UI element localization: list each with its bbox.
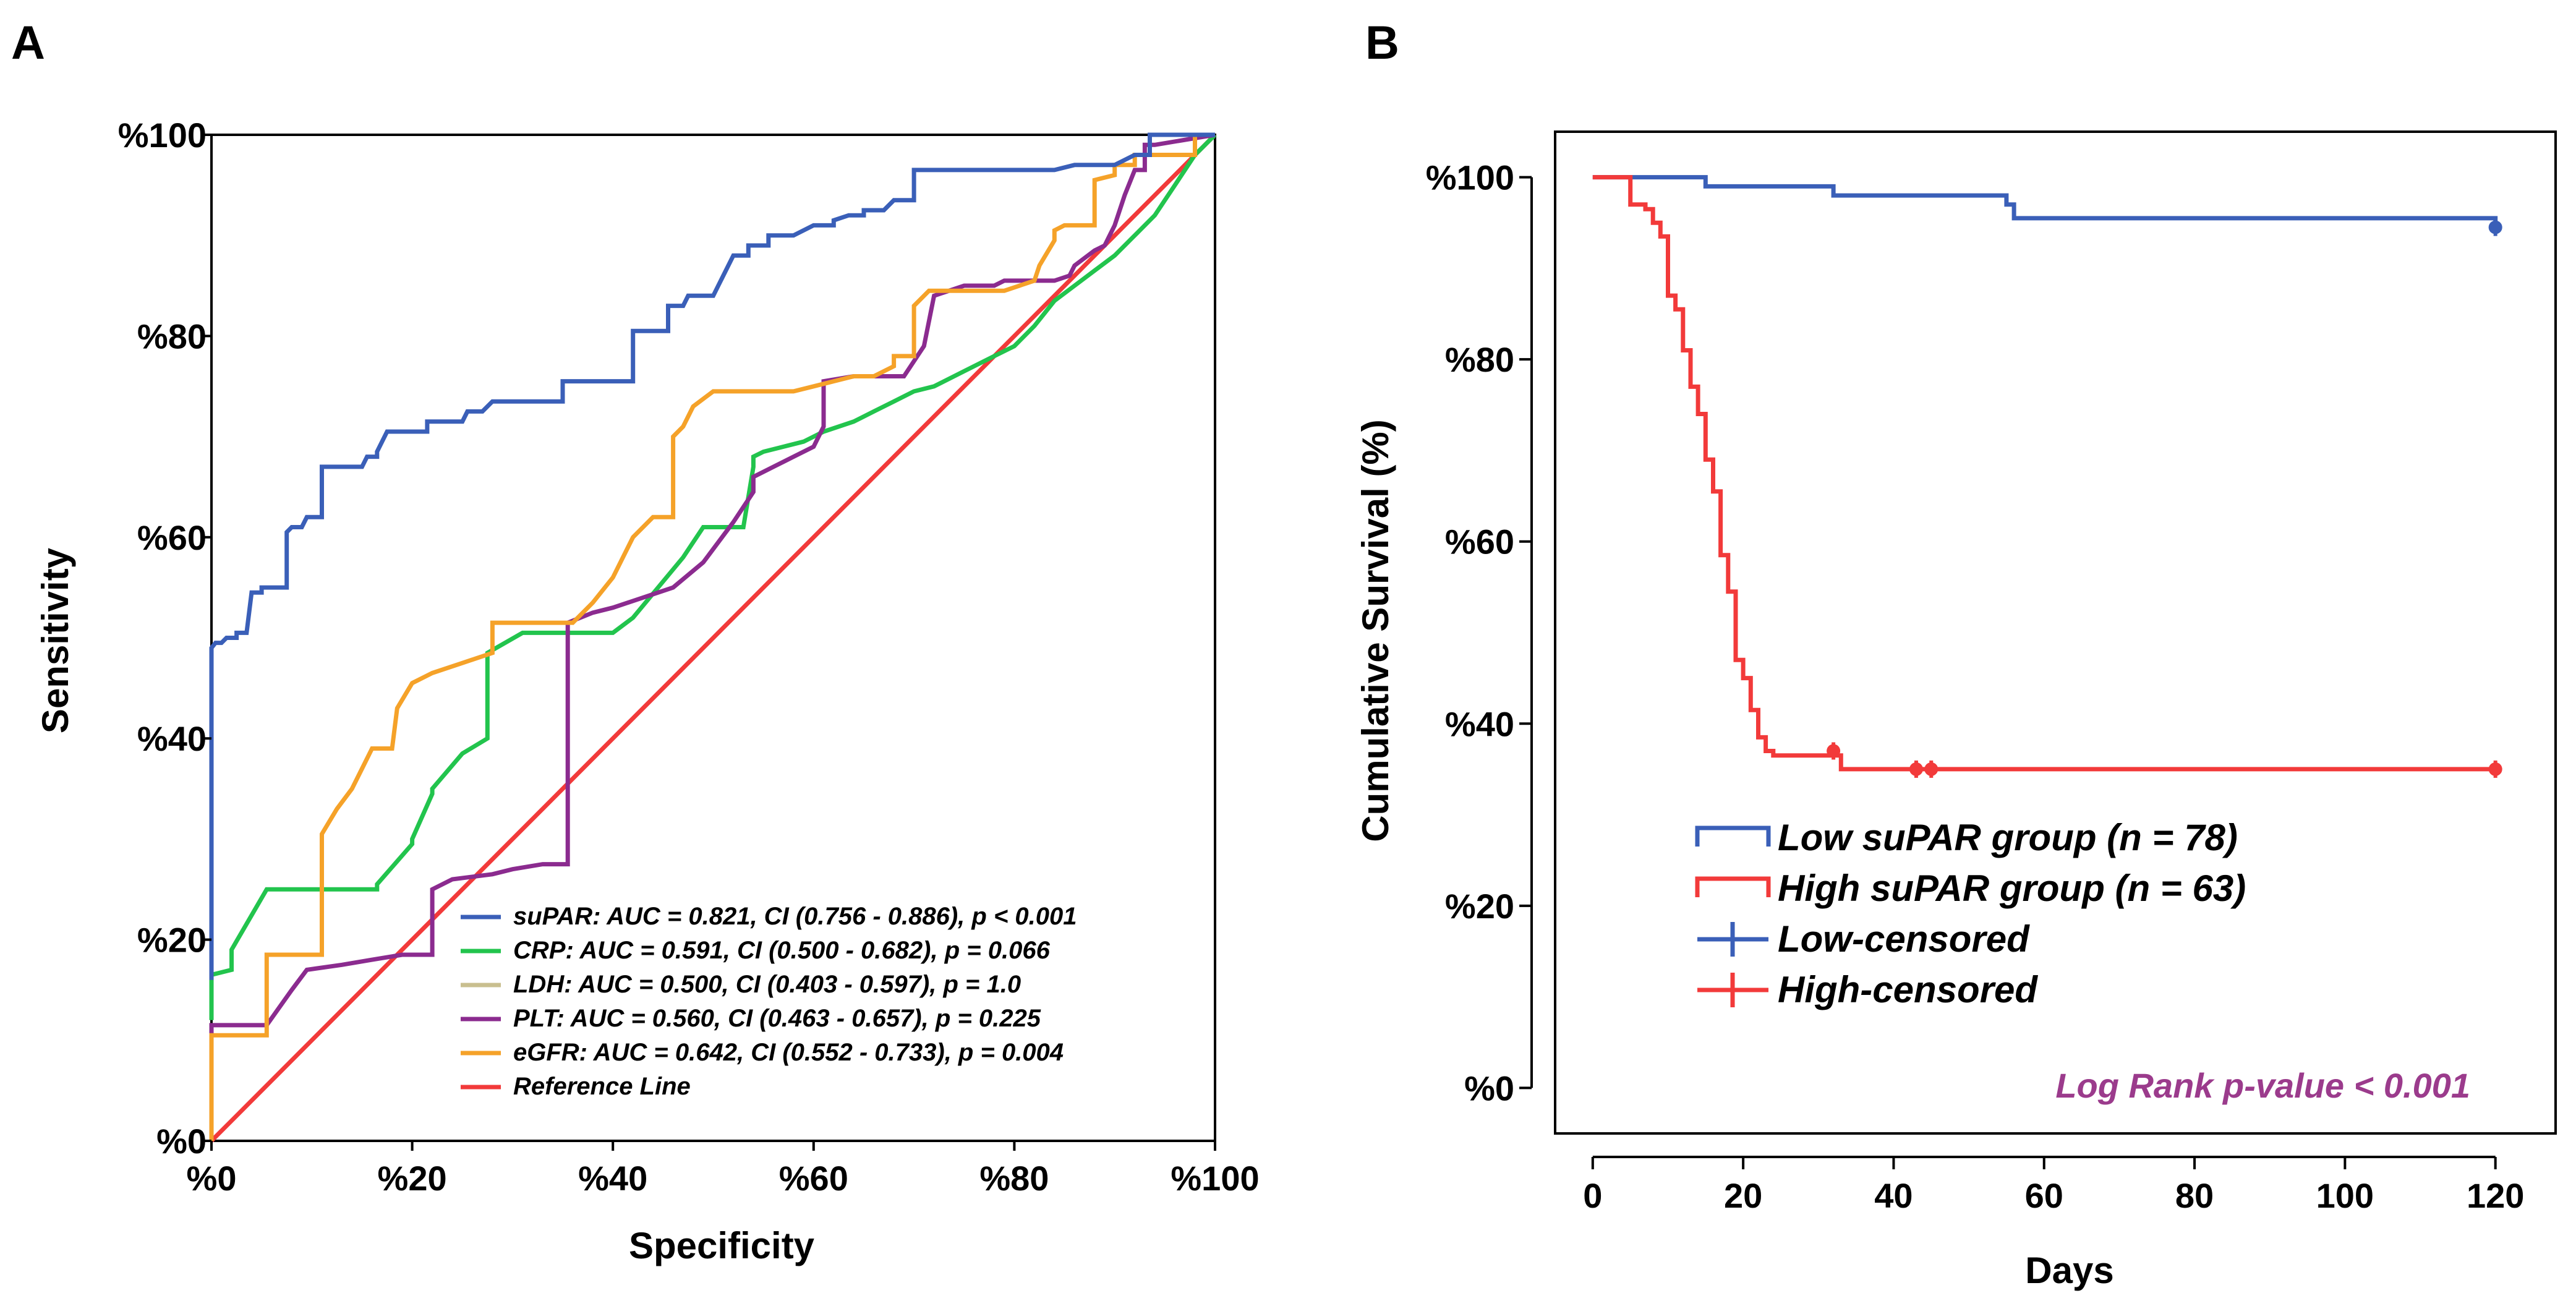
roc-series-group [209,132,1217,1143]
survival-x-tick-label: 20 [1724,1176,1762,1215]
survival-y-tick-label: %0 [1464,1069,1514,1107]
roc-y-tick-label: %0 [156,1122,207,1161]
roc-x-tick-label: %80 [979,1159,1049,1198]
survival-x-tick-label: 100 [2316,1176,2374,1215]
censor-dot [1827,744,1841,758]
legend-label-reference-line: Reference Line [513,1073,691,1100]
survival-legend: Low suPAR group (n = 78) High suPAR group… [1695,817,2246,1010]
survival-y-axis-title: Cumulative Survival (%) [1355,419,1396,842]
legend-label-ldh: LDH: AUC = 0.500, CI (0.403 - 0.597), p … [513,971,1021,998]
legend-label-crp: CRP: AUC = 0.591, CI (0.500 - 0.682), p … [513,937,1051,964]
survival-plot-area [1554,130,2557,1135]
roc-y-tick-label: %100 [118,116,207,155]
panel-label-b: B [1365,17,1399,69]
legend-label-low-censored: Low-censored [1778,918,2030,960]
censor-dot [2488,762,2502,776]
roc-line-reference-line [210,133,1217,1143]
roc-ticks: %0 %20 %40 %60 %80 %100 %0 %20 %40 %60 %80 %100 [118,116,1260,1198]
survival-chart: B 0 20 40 60 80 100 120 %0 %20 %40 %60 %80 %100 Days… [1355,17,2557,1291]
survival-curve-high-supar-group-n-63 [1592,175,2496,772]
legend-label-egfr: eGFR: AUC = 0.642, CI (0.552 - 0.733), p… [513,1039,1064,1066]
roc-line-plt [209,132,1216,1091]
roc-y-tick-label: %20 [137,921,207,960]
roc-y-tick-label: %40 [137,719,207,758]
survival-plot-frame [1554,130,2557,1135]
roc-line-egfr [209,132,1215,1141]
roc-y-axis-title: Sensitivity [35,547,76,733]
censor-dot [2488,220,2502,234]
survival-y-tick-label: %80 [1445,340,1514,379]
survival-x-tick-label: 40 [1874,1176,1913,1215]
roc-chart: A %0 %20 %40 %60 %80 %100 %0 %20 %40 %60 %80 %100 S… [11,17,1260,1266]
roc-x-axis-title: Specificity [629,1225,815,1266]
roc-y-tick-label: %80 [137,317,207,356]
roc-x-tick-label: %0 [187,1159,237,1198]
roc-y-tick-label: %60 [137,518,207,557]
roc-x-tick-label: %60 [779,1159,848,1198]
censor-dot [1924,762,1938,776]
censor-dot [1909,762,1923,776]
roc-x-tick-label: %100 [1171,1159,1259,1198]
survival-series-group [1592,175,2502,778]
survival-y-tick-label: %40 [1445,704,1514,743]
survival-y-tick-label: %20 [1445,887,1514,926]
roc-x-tick-label: %20 [378,1159,447,1198]
legend-label-high-supar-group-n-63: High suPAR group (n = 63) [1778,868,2246,909]
legend-label-supar: suPAR: AUC = 0.821, CI (0.756 - 0.886), … [513,903,1077,930]
survival-y-tick-label: %100 [1426,158,1514,197]
survival-ticks: 0 20 40 60 80 100 120 %0 %20 %40 %60 %80 %100 [1426,158,2525,1215]
legend-swatch-high-supar-group-n-63 [1695,876,1771,897]
legend-label-plt: PLT: AUC = 0.560, CI (0.463 - 0.657), p … [513,1005,1041,1032]
legend-label-high-censored: High-censored [1778,969,2038,1010]
log-rank-annotation: Log Rank p-value < 0.001 [2055,1066,2470,1105]
survival-curve-low-supar-group-n-78 [1592,175,2498,223]
survival-y-tick-label: %60 [1445,523,1514,561]
survival-x-tick-label: 60 [2025,1176,2063,1215]
legend-label-low-supar-group-n-78: Low suPAR group (n = 78) [1778,817,2238,858]
survival-x-axis-title: Days [2025,1250,2113,1291]
roc-x-tick-label: %40 [578,1159,647,1198]
roc-line-crp [209,133,1217,1020]
roc-legend: suPAR: AUC = 0.821, CI (0.756 - 0.886), … [461,903,1077,1100]
roc-line-supar [209,132,1215,980]
survival-x-tick-label: 80 [2175,1176,2214,1215]
legend-swatch-low-supar-group-n-78 [1695,826,1771,847]
survival-x-tick-label: 0 [1583,1176,1602,1215]
panel-label-a: A [11,17,45,69]
survival-x-tick-label: 120 [2467,1176,2524,1215]
